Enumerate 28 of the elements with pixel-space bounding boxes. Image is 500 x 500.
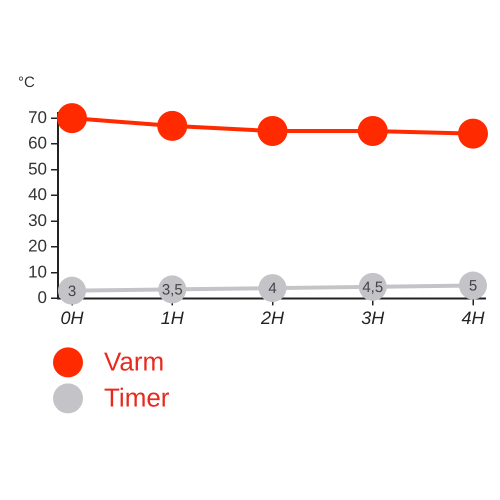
y-axis-title: °C (18, 74, 35, 92)
x-tick-label: 1H (160, 308, 185, 328)
data-label: 5 (468, 278, 478, 295)
data-label: 3 (68, 282, 76, 300)
point (459, 272, 487, 300)
x-tick-label: 2H (260, 308, 286, 328)
y-tick-label: 60 (28, 134, 47, 153)
legend-label: Timer (104, 382, 170, 413)
y-tick-label: 50 (28, 159, 47, 178)
y-tick-label: 10 (28, 262, 47, 282)
y-tick-label: 20 (28, 236, 47, 256)
point (358, 116, 388, 146)
x-tick-label: 3H (361, 308, 386, 328)
data-label: 4,5 (362, 278, 384, 296)
y-tick-label: 30 (28, 210, 47, 230)
point (458, 118, 488, 149)
data-label: 3,5 (162, 282, 183, 299)
point (58, 276, 86, 305)
y-tick-label: 70 (28, 108, 47, 127)
legend-label: Varm (104, 346, 164, 377)
y-tick-label: 0 (38, 288, 47, 308)
point (157, 110, 188, 141)
point (57, 103, 87, 134)
x-tick-label: 0H (60, 308, 85, 328)
data-label: 4 (268, 280, 277, 298)
x-tick-label: 4H (461, 308, 486, 328)
point (258, 116, 288, 146)
y-tick-label: 40 (28, 185, 47, 204)
